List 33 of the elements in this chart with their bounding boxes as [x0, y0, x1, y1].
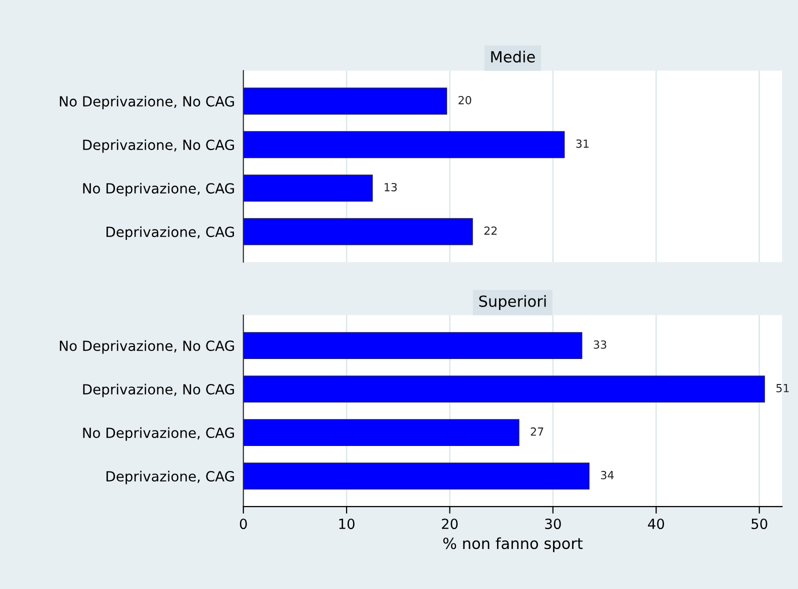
y-tick-label: Deprivazione, CAG: [106, 226, 234, 240]
x-tick-label: 0: [240, 518, 247, 530]
y-tick-label: No Deprivazione, No CAG: [60, 96, 234, 110]
bar: [243, 218, 473, 246]
bar: [243, 376, 765, 403]
bar: [243, 462, 590, 490]
bar: [243, 419, 520, 446]
y-tick-label: No Deprivazione, No CAG: [60, 340, 234, 354]
data-label: 33: [594, 340, 606, 349]
y-tick-label: Deprivazione, No CAG: [83, 139, 234, 153]
chart-title: Medie: [491, 50, 535, 63]
data-label: 22: [484, 226, 497, 235]
chart-title: Superiori: [479, 295, 546, 310]
data-label: 31: [576, 139, 589, 148]
y-tick-label: Deprivazione, No CAG: [83, 384, 234, 398]
x-tick-label: 40: [648, 518, 664, 530]
x-tick-label: 20: [442, 518, 458, 530]
data-label: 34: [601, 470, 614, 480]
y-tick-label: No Deprivazione, CAG: [83, 182, 234, 196]
x-tick-label: 10: [339, 518, 354, 530]
data-label: 27: [530, 427, 544, 436]
data-label: 20: [458, 96, 472, 104]
y-tick-label: No Deprivazione, CAG: [83, 427, 234, 441]
bar: [243, 332, 582, 360]
data-label: 51: [776, 384, 789, 392]
x-tick-label: 50: [752, 518, 768, 530]
data-label: 13: [384, 182, 397, 192]
x-axis-title: % non fanno sport: [443, 537, 583, 552]
x-tick-label: 30: [545, 518, 561, 530]
y-tick-label: Deprivazione, CAG: [106, 470, 234, 484]
bar: [243, 131, 565, 158]
bar: [243, 174, 373, 202]
bar: [243, 88, 448, 115]
